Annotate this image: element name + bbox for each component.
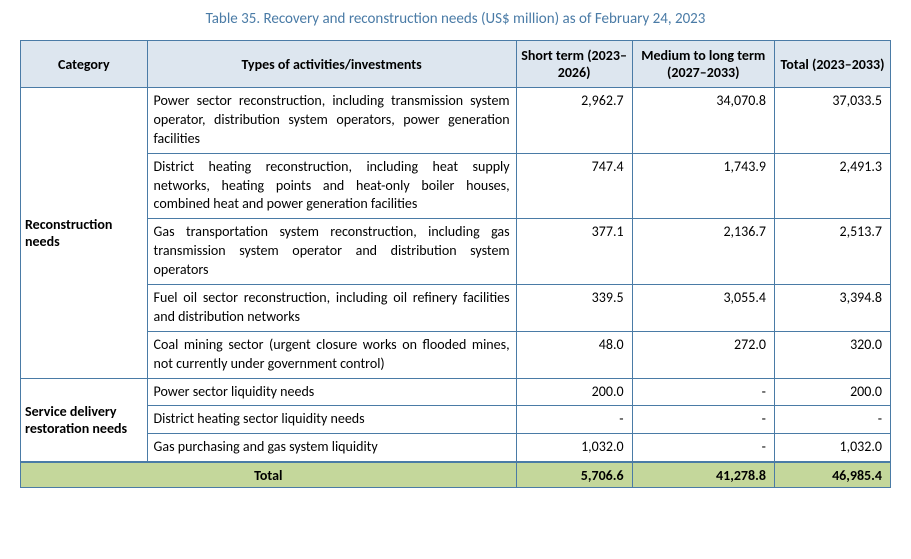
value-total: 1,032.0	[774, 434, 890, 462]
table-body: Reconstruction needsPower sector reconst…	[21, 88, 891, 488]
value-short: 2,962.7	[516, 88, 632, 154]
activity-cell: Power sector liquidity needs	[147, 378, 516, 406]
header-activity: Types of activities/investments	[147, 41, 516, 88]
value-medium: -	[632, 378, 774, 406]
value-medium: -	[632, 406, 774, 434]
header-category: Category	[21, 41, 148, 88]
value-medium: 1,743.9	[632, 153, 774, 219]
value-total: 200.0	[774, 378, 890, 406]
table-title: Table 35. Recovery and reconstruction ne…	[20, 10, 891, 28]
table-row: Reconstruction needsPower sector reconst…	[21, 88, 891, 154]
table-row: Gas purchasing and gas system liquidity1…	[21, 434, 891, 462]
value-medium: -	[632, 434, 774, 462]
table-row: Gas transportation system reconstruction…	[21, 219, 891, 285]
header-row: Category Types of activities/investments…	[21, 41, 891, 88]
table-row: District heating reconstruction, includi…	[21, 153, 891, 219]
value-short: 747.4	[516, 153, 632, 219]
value-medium: 272.0	[632, 331, 774, 378]
table-row: Service delivery restoration needsPower …	[21, 378, 891, 406]
value-short: 377.1	[516, 219, 632, 285]
value-medium: 34,070.8	[632, 88, 774, 154]
header-total: Total (2023–2033)	[774, 41, 890, 88]
value-total: 2,491.3	[774, 153, 890, 219]
table-row: District heating sector liquidity needs-…	[21, 406, 891, 434]
activity-cell: Fuel oil sector reconstruction, includin…	[147, 285, 516, 332]
value-short: 339.5	[516, 285, 632, 332]
total-medium: 41,278.8	[632, 462, 774, 488]
header-short-term: Short term (2023–2026)	[516, 41, 632, 88]
activity-cell: Power sector reconstruction, including t…	[147, 88, 516, 154]
value-short: 1,032.0	[516, 434, 632, 462]
total-label: Total	[21, 462, 517, 488]
total-total: 46,985.4	[774, 462, 890, 488]
activity-cell: District heating reconstruction, includi…	[147, 153, 516, 219]
value-short: -	[516, 406, 632, 434]
activity-cell: Coal mining sector (urgent closure works…	[147, 331, 516, 378]
recovery-table: Category Types of activities/investments…	[20, 40, 891, 488]
value-short: 48.0	[516, 331, 632, 378]
header-medium-term: Medium to long term (2027–2033)	[632, 41, 774, 88]
total-short: 5,706.6	[516, 462, 632, 488]
category-cell: Service delivery restoration needs	[21, 378, 148, 462]
value-total: 37,033.5	[774, 88, 890, 154]
value-total: -	[774, 406, 890, 434]
activity-cell: District heating sector liquidity needs	[147, 406, 516, 434]
activity-cell: Gas purchasing and gas system liquidity	[147, 434, 516, 462]
value-medium: 2,136.7	[632, 219, 774, 285]
value-total: 2,513.7	[774, 219, 890, 285]
category-cell: Reconstruction needs	[21, 88, 148, 379]
value-medium: 3,055.4	[632, 285, 774, 332]
table-row: Coal mining sector (urgent closure works…	[21, 331, 891, 378]
total-row: Total5,706.641,278.846,985.4	[21, 462, 891, 488]
value-short: 200.0	[516, 378, 632, 406]
activity-cell: Gas transportation system reconstruction…	[147, 219, 516, 285]
value-total: 320.0	[774, 331, 890, 378]
value-total: 3,394.8	[774, 285, 890, 332]
table-row: Fuel oil sector reconstruction, includin…	[21, 285, 891, 332]
